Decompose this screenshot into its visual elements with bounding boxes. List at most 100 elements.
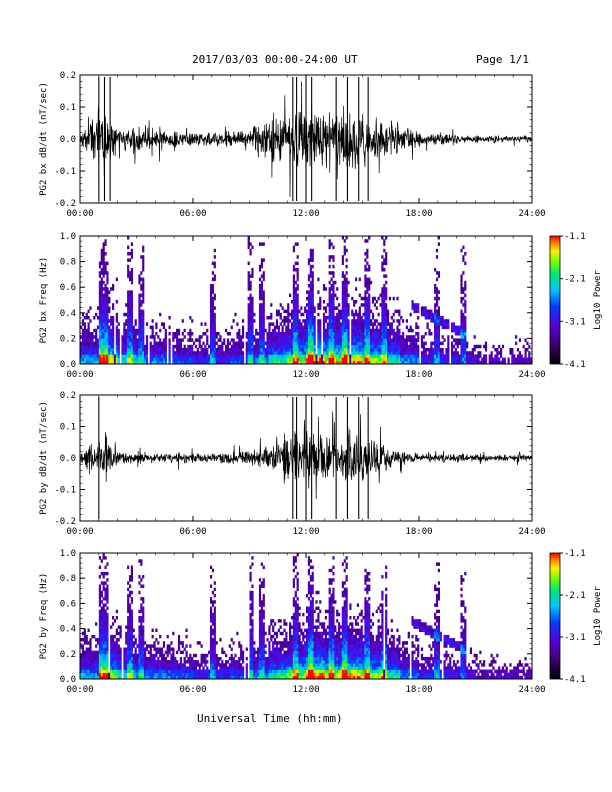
heatmap-cell [306, 357, 309, 362]
x-tick-label: 00:00 [66, 209, 93, 219]
heatmap-cell [464, 338, 467, 342]
heatmap-cell [306, 344, 309, 349]
heatmap-cell [349, 360, 352, 365]
heatmap-cell [343, 306, 346, 310]
heatmap-cell [466, 354, 469, 358]
heatmap-cell [422, 306, 425, 310]
heatmap-cell [108, 328, 111, 333]
heatmap-cell [313, 322, 316, 326]
heatmap-cell [98, 619, 102, 623]
heatmap-cell [157, 354, 160, 358]
heatmap-cell [396, 325, 399, 330]
heatmap-cell [354, 300, 358, 304]
heatmap-cell [260, 303, 263, 307]
heatmap-cell [283, 348, 286, 352]
heatmap-cell [140, 284, 143, 288]
heatmap-cell [260, 341, 263, 346]
heatmap-cell [343, 245, 346, 250]
heatmap-cell [98, 354, 102, 358]
heatmap-cell [289, 312, 292, 317]
heatmap-cell [292, 306, 295, 310]
heatmap-cell [370, 344, 373, 349]
heatmap-cell [385, 303, 388, 307]
heatmap-cell [95, 351, 98, 355]
heatmap-cell [138, 619, 141, 623]
heatmap-cell [172, 653, 175, 658]
heatmap-cell [296, 274, 299, 278]
heatmap-cell [411, 354, 414, 358]
heatmap-cell [300, 341, 303, 346]
heatmap-cell [91, 354, 94, 358]
heatmap-cell [187, 351, 190, 355]
heatmap-cell [80, 335, 83, 339]
heatmap-cell [138, 590, 141, 595]
heatmap-cell [435, 248, 439, 253]
heatmap-cell [272, 357, 275, 362]
heatmap-cell [191, 669, 194, 673]
heatmap-cell [400, 341, 403, 346]
heatmap-cell [370, 335, 373, 339]
heatmap-cell [484, 360, 488, 365]
heatmap-cell [81, 669, 85, 673]
heatmap-cell [209, 348, 213, 352]
heatmap-cell [185, 628, 188, 633]
heatmap-cell [447, 341, 450, 346]
heatmap-cell [313, 319, 316, 323]
heatmap-cell [102, 319, 105, 323]
heatmap-cell [166, 653, 169, 658]
heatmap-cell [159, 660, 162, 664]
heatmap-cell [145, 644, 149, 648]
heatmap-cell [298, 357, 301, 362]
heatmap-cell [151, 656, 154, 661]
heatmap-cell [85, 634, 88, 639]
heatmap-cell [160, 675, 164, 680]
heatmap-cell [172, 351, 175, 355]
heatmap-cell [87, 656, 90, 661]
heatmap-cell [281, 344, 284, 349]
heatmap-cell [287, 319, 290, 323]
heatmap-cell [515, 360, 518, 365]
heatmap-cell [364, 303, 367, 307]
heatmap-cell [127, 581, 130, 585]
heatmap-cell [98, 300, 102, 304]
heatmap-cell [213, 644, 216, 648]
heatmap-cell [213, 341, 216, 346]
heatmap-cell [140, 672, 143, 677]
heatmap-cell [115, 344, 118, 349]
heatmap-cell [213, 600, 216, 604]
heatmap-cell [360, 325, 363, 330]
heatmap-cell [309, 316, 312, 320]
heatmap-cell [98, 360, 102, 365]
heatmap-cell [177, 638, 181, 642]
heatmap-cell [221, 660, 224, 664]
heatmap-cell [193, 672, 196, 677]
heatmap-cell [95, 344, 98, 349]
heatmap-cell [136, 348, 139, 352]
heatmap-cell [292, 245, 295, 250]
heatmap-cell [81, 344, 85, 349]
heatmap-cell [360, 316, 363, 320]
heatmap-cell [385, 255, 388, 259]
heatmap-cell [128, 647, 132, 651]
heatmap-cell [290, 338, 294, 342]
heatmap-cell [142, 277, 145, 282]
heatmap-cell [115, 675, 118, 680]
heatmap-cell [460, 357, 463, 362]
heatmap-cell [302, 328, 305, 333]
heatmap-cell [155, 660, 158, 664]
heatmap-cell [241, 653, 245, 658]
heatmap-cell [313, 351, 316, 355]
heatmap-cell [211, 300, 215, 304]
heatmap-cell [104, 312, 107, 317]
heatmap-cell [364, 351, 367, 355]
heatmap-cell [381, 306, 384, 310]
heatmap-cell [204, 663, 207, 667]
heatmap-cell [149, 348, 152, 352]
heatmap-cell [236, 335, 239, 339]
heatmap-cell [91, 653, 94, 658]
heatmap-cell [330, 338, 333, 342]
heatmap-cell [371, 341, 375, 346]
heatmap-cell [258, 650, 262, 655]
heatmap-cell [302, 344, 305, 349]
heatmap-cell [339, 312, 343, 317]
